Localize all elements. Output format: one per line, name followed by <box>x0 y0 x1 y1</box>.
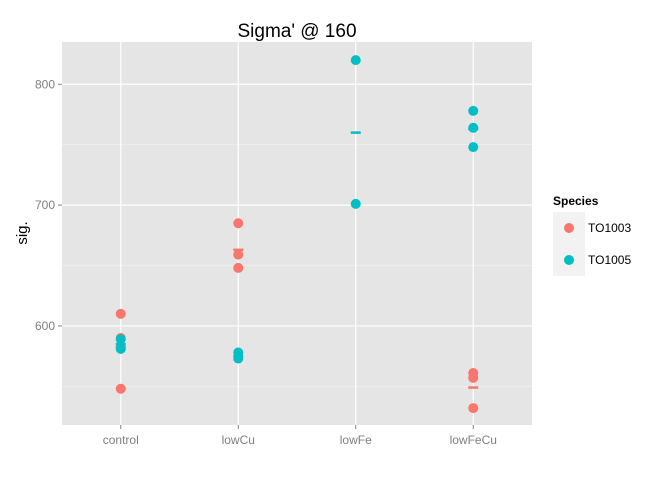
data-point-to1005 <box>115 334 126 345</box>
data-point-to1003 <box>233 249 244 260</box>
x-tick-label: lowCu <box>222 433 255 447</box>
data-point-to1005 <box>115 343 126 354</box>
data-point-to1005 <box>350 55 361 66</box>
axis-ticks: 600 700 800 control lowCu lowFe lowFeCu <box>35 77 497 447</box>
y-tick-label: 700 <box>35 198 55 212</box>
legend-label-to1003: TO1003 <box>588 221 631 235</box>
data-point-to1003 <box>233 262 244 273</box>
data-point-to1003 <box>115 383 126 394</box>
data-point-to1005 <box>468 142 479 153</box>
data-marks <box>115 55 479 414</box>
x-tick-label: lowFe <box>340 433 372 447</box>
legend-key-to1003 <box>564 223 574 233</box>
data-point-to1003 <box>468 372 479 383</box>
data-point-to1003 <box>468 403 479 414</box>
grid-lines <box>62 42 532 425</box>
data-point-to1005 <box>233 353 244 364</box>
legend-label-to1005: TO1005 <box>588 253 631 267</box>
data-point-to1005 <box>350 198 361 209</box>
plot-panel <box>62 42 532 425</box>
y-tick-label: 800 <box>35 77 55 91</box>
data-point-to1003 <box>233 218 244 229</box>
y-axis-title: sig. <box>14 221 31 244</box>
data-point-to1003 <box>115 308 126 319</box>
data-point-to1005 <box>468 105 479 116</box>
data-point-to1005 <box>468 122 479 133</box>
y-tick-label: 600 <box>35 319 55 333</box>
x-tick-label: control <box>103 433 139 447</box>
legend-key-to1005 <box>564 255 574 265</box>
chart-title: Sigma' @ 160 <box>237 21 356 42</box>
x-tick-label: lowFeCu <box>450 433 497 447</box>
legend: Species TO1003 TO1005 <box>553 194 631 276</box>
legend-title: Species <box>553 194 599 208</box>
